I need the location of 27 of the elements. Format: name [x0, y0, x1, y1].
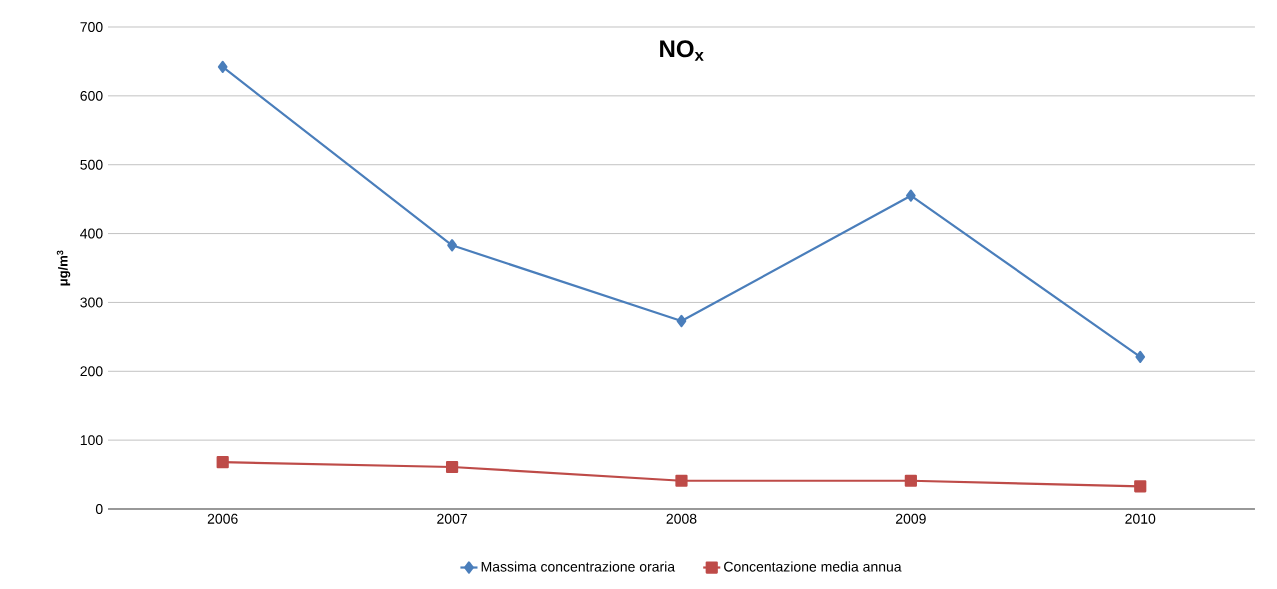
x-tick-label: 2008 [666, 513, 697, 524]
x-tick-label: 2007 [437, 513, 467, 524]
x-tick-label: 2006 [207, 513, 238, 524]
y-tick-label: 400 [80, 228, 103, 239]
legend-label: Concentazione media annua [724, 561, 902, 572]
point [1135, 350, 1146, 363]
y-tick-label: 600 [80, 90, 103, 101]
legend-label: Massima concentrazione oraria [481, 561, 676, 572]
point [906, 189, 916, 202]
point [1134, 480, 1147, 493]
x-tick-label: 2009 [895, 513, 926, 524]
point [217, 60, 228, 74]
y-tick-label: 700 [80, 22, 103, 32]
y-tick-label: 500 [80, 159, 103, 170]
point [676, 314, 687, 328]
y-axis-title: μg/m$^{3}$ [56, 250, 71, 286]
point [447, 239, 457, 252]
point [216, 456, 229, 469]
x-tick-label: 2010 [1125, 513, 1156, 524]
y-tick-label: 0 [95, 504, 103, 514]
y-tick-label: 100 [80, 435, 103, 446]
point [445, 460, 459, 474]
point [675, 474, 688, 487]
y-tick-label: 300 [80, 297, 103, 308]
chart-title: NO$_{x}$ [660, 40, 704, 61]
y-tick-label: 200 [80, 366, 103, 377]
point [904, 474, 917, 487]
